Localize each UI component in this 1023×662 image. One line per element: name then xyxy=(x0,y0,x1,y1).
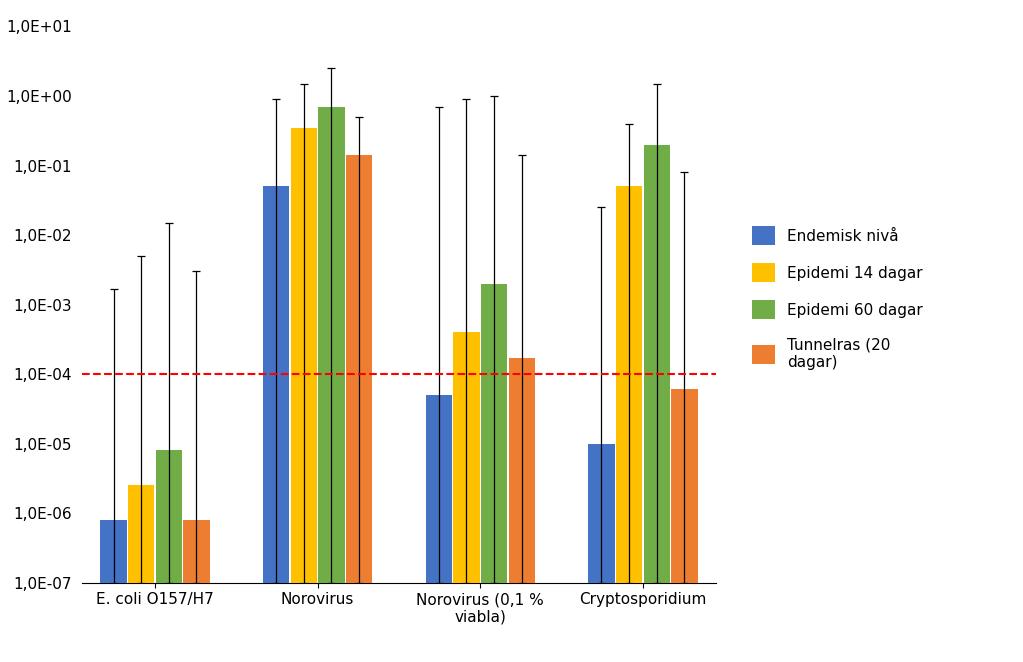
Bar xyxy=(616,187,642,662)
Bar xyxy=(426,395,452,662)
Bar xyxy=(346,156,372,662)
Bar xyxy=(100,520,127,662)
Bar xyxy=(508,358,535,662)
Bar xyxy=(183,520,210,662)
Bar xyxy=(453,332,480,662)
Legend: Endemisk nivå, Epidemi 14 dagar, Epidemi 60 dagar, Tunnelras (20
dagar): Endemisk nivå, Epidemi 14 dagar, Epidemi… xyxy=(744,218,930,377)
Bar xyxy=(291,128,317,662)
Bar xyxy=(155,450,182,662)
Bar xyxy=(263,187,290,662)
Bar xyxy=(128,485,154,662)
Bar xyxy=(588,444,615,662)
Bar xyxy=(318,107,345,662)
Bar xyxy=(643,144,670,662)
Bar xyxy=(671,389,698,662)
Bar xyxy=(481,283,507,662)
